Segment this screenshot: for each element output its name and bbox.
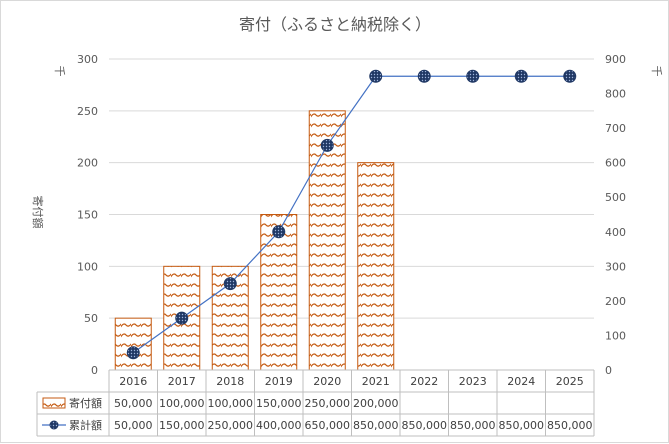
table-cell: 850,000 bbox=[547, 419, 593, 432]
y-left-tick-label: 50 bbox=[84, 312, 98, 325]
line-series bbox=[126, 69, 577, 360]
line-point bbox=[466, 69, 480, 83]
legend-bar-swatch bbox=[42, 397, 66, 409]
line-point bbox=[126, 346, 140, 360]
x-tick-label: 2022 bbox=[410, 375, 438, 388]
line-point bbox=[272, 225, 286, 239]
table-cell: 850,000 bbox=[450, 419, 496, 432]
table-cell: 850,000 bbox=[353, 419, 399, 432]
table-cell: 650,000 bbox=[305, 419, 351, 432]
x-tick-label: 2023 bbox=[459, 375, 487, 388]
y-left-tick-label: 200 bbox=[77, 157, 98, 170]
line-point bbox=[514, 69, 528, 83]
x-tick-label: 2021 bbox=[362, 375, 390, 388]
table-cell: 200,000 bbox=[353, 397, 399, 410]
line-point bbox=[563, 69, 577, 83]
x-tick-label: 2019 bbox=[265, 375, 293, 388]
x-tick-label: 2017 bbox=[168, 375, 196, 388]
line-point bbox=[320, 138, 334, 152]
table-cell: 150,000 bbox=[159, 419, 205, 432]
y-right-tick-label: 600 bbox=[605, 157, 626, 170]
table-cell: 50,000 bbox=[114, 419, 153, 432]
y-right-tick-label: 800 bbox=[605, 88, 626, 101]
y-right-tick-label: 0 bbox=[605, 364, 612, 377]
table-cell: 250,000 bbox=[305, 397, 351, 410]
data-table: 2016 2017 2018 2019 2020 2021 2022 2023 2024 2025… bbox=[36, 369, 595, 437]
x-tick-label: 2016 bbox=[119, 375, 147, 388]
bar bbox=[357, 162, 395, 371]
x-tick-label: 2020 bbox=[313, 375, 341, 388]
bar-series bbox=[114, 110, 395, 371]
line-point bbox=[223, 277, 237, 291]
line-point bbox=[175, 311, 189, 325]
y-left-tick-label: 300 bbox=[77, 53, 98, 66]
y-right-tick-label: 200 bbox=[605, 295, 626, 308]
y-left-unit: 千 bbox=[53, 66, 66, 77]
y-right-tick-label: 500 bbox=[605, 191, 626, 204]
y-left-tick-label: 250 bbox=[77, 105, 98, 118]
y-left-tick-label: 100 bbox=[77, 260, 98, 273]
y-right-tick-label: 900 bbox=[605, 53, 626, 66]
y-axis-label: 寄付額 bbox=[31, 196, 45, 229]
line-series-path bbox=[132, 75, 570, 354]
legend-line-marker bbox=[49, 420, 59, 430]
table-cell: 100,000 bbox=[208, 397, 254, 410]
table-cell: 850,000 bbox=[499, 419, 545, 432]
y-left-tick-label: 0 bbox=[91, 364, 98, 377]
table-cell: 150,000 bbox=[256, 397, 302, 410]
line-point bbox=[369, 69, 383, 83]
table-cell: 400,000 bbox=[256, 419, 302, 432]
x-tick-label: 2025 bbox=[556, 375, 584, 388]
axes: 0 50 100 150 200 250 300 0 100 200 300 400 500 600 700… bbox=[31, 53, 663, 377]
table-cell: 100,000 bbox=[159, 397, 205, 410]
chart-title: 寄付（ふるさと納税除く） bbox=[239, 15, 431, 34]
line-point bbox=[417, 69, 431, 83]
bar bbox=[308, 110, 346, 371]
table-cell: 850,000 bbox=[402, 419, 448, 432]
x-tick-label: 2018 bbox=[216, 375, 244, 388]
table-cell: 50,000 bbox=[114, 397, 153, 410]
y-right-tick-label: 700 bbox=[605, 122, 626, 135]
y-right-tick-label: 400 bbox=[605, 226, 626, 239]
y-right-tick-label: 300 bbox=[605, 260, 626, 273]
y-right-unit: 千 bbox=[650, 66, 663, 77]
x-tick-label: 2024 bbox=[507, 375, 535, 388]
legend-bar-label: 寄付額 bbox=[69, 396, 102, 410]
bar bbox=[260, 214, 298, 371]
table-cell: 250,000 bbox=[208, 419, 254, 432]
y-right-tick-label: 100 bbox=[605, 329, 626, 342]
legend-line-label: 累計額 bbox=[69, 418, 102, 432]
y-left-tick-label: 150 bbox=[77, 209, 98, 222]
